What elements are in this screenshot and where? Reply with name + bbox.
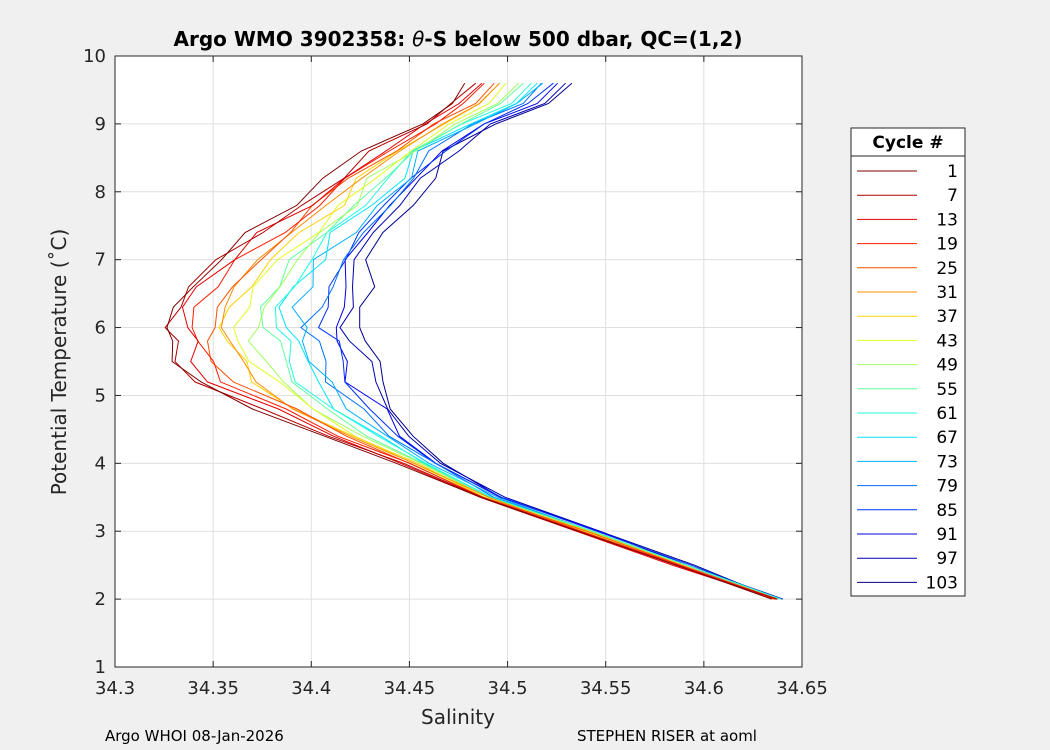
- series-line-cycle-37: [218, 82, 774, 600]
- series-line-cycle-7: [164, 82, 777, 600]
- title-prefix: Argo WMO 3902358:: [174, 27, 413, 51]
- x-ticks: 34.3 34.35 34.4 34.45 34.5 34.55 34.6 34.65: [95, 56, 828, 699]
- legend-label-25: 25: [936, 259, 958, 279]
- x-tick-label: 34.45: [384, 678, 436, 699]
- x-tick-label: 34.65: [776, 678, 828, 699]
- legend-label-85: 85: [936, 501, 958, 521]
- legend-label-91: 91: [936, 525, 958, 545]
- x-tick-label: 34.3: [95, 678, 135, 699]
- legend-label-67: 67: [936, 428, 958, 448]
- x-tick-label: 34.55: [580, 678, 632, 699]
- legend-label-55: 55: [936, 380, 958, 400]
- y-tick-label: 10: [83, 46, 106, 67]
- series-line-cycle-85: [317, 82, 778, 600]
- series-line-cycle-55: [259, 82, 779, 600]
- y-tick-label: 8: [95, 182, 106, 203]
- legend-label-1: 1: [947, 162, 958, 182]
- series-line-cycle-61: [274, 82, 782, 600]
- x-tick-label: 34.35: [187, 678, 239, 699]
- chart-title: Argo WMO 3902358: θ-S below 500 dbar, QC…: [174, 27, 743, 51]
- y-tick-label: 4: [95, 453, 106, 474]
- legend-label-13: 13: [936, 210, 958, 230]
- legend-label-43: 43: [936, 331, 958, 351]
- series-line-cycle-31: [220, 82, 775, 600]
- series-line-cycle-19: [191, 82, 776, 600]
- y-tick-label: 5: [95, 385, 106, 406]
- legend-label-103: 103: [926, 573, 958, 593]
- y-axis-label: Potential Temperature (˚C): [47, 229, 71, 496]
- y-tick-label: 7: [95, 250, 106, 271]
- title-theta: θ: [412, 27, 424, 51]
- data-lines: [164, 82, 784, 600]
- series-line-cycle-103: [359, 82, 777, 600]
- x-tick-label: 34.4: [291, 678, 331, 699]
- legend-title: Cycle #: [872, 133, 943, 153]
- plot-frame: [114, 55, 803, 668]
- legend-box: [850, 127, 966, 597]
- legend-label-19: 19: [936, 235, 958, 255]
- legend-label-97: 97: [936, 549, 958, 569]
- x-tick-label: 34.6: [684, 678, 724, 699]
- footer-left: Argo WHOI 08-Jan-2026: [105, 727, 284, 745]
- legend-label-37: 37: [936, 307, 958, 327]
- legend-entries: 1 7 13 19 25 31 37 43 49 55 61 67 73 79 85 91 97 103: [857, 162, 958, 593]
- y-tick-label: 6: [95, 318, 106, 339]
- legend-label-7: 7: [947, 186, 958, 206]
- title-suffix: -S below 500 dbar, QC=(1,2): [424, 27, 742, 51]
- footer-right: STEPHEN RISER at aoml: [577, 727, 757, 745]
- plot-area: [115, 56, 802, 667]
- legend-label-73: 73: [936, 452, 958, 472]
- x-axis-label: Salinity: [421, 705, 495, 729]
- legend-label-61: 61: [936, 404, 958, 424]
- y-tick-label: 2: [95, 589, 106, 610]
- legend-label-49: 49: [936, 356, 958, 376]
- series-line-cycle-97: [339, 82, 784, 600]
- x-tick-label: 34.5: [488, 678, 528, 699]
- legend: Cycle # 1 7 13 19 25 31 37 43 49 55 61 67 73 79 85 91 97…: [850, 127, 966, 597]
- series-line-cycle-1: [166, 82, 772, 600]
- y-tick-label: 9: [95, 114, 106, 135]
- legend-label-79: 79: [936, 477, 958, 497]
- y-tick-label: 1: [95, 657, 106, 678]
- series-line-cycle-73: [291, 82, 775, 600]
- y-ticks: 1 2 3 4 5 6 7 8 9 10: [83, 46, 802, 678]
- legend-label-31: 31: [936, 283, 958, 303]
- grid: [115, 56, 802, 667]
- y-tick-label: 3: [95, 521, 106, 542]
